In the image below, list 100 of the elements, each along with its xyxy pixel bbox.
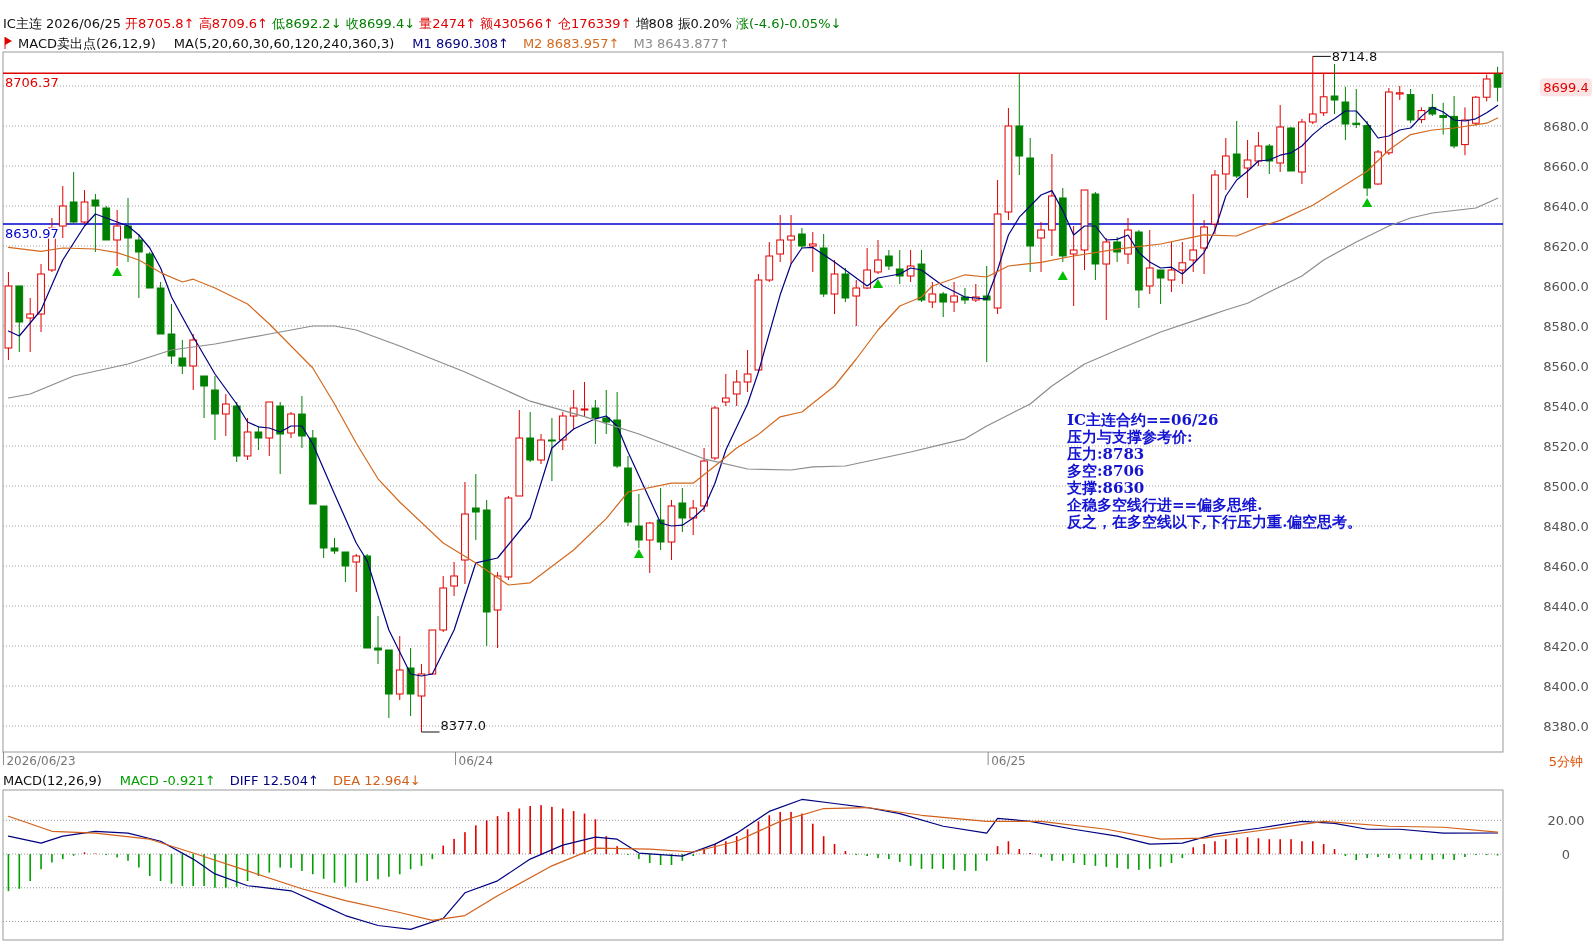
candlestick [91, 193, 100, 253]
candlestick [928, 281, 937, 309]
annotation: 8714.8 [1331, 49, 1378, 65]
text: M2 8683.957↑ [522, 36, 620, 51]
candlestick [124, 197, 132, 263]
candlestick [950, 281, 958, 313]
candlestick [243, 417, 252, 461]
y-tick-label: 8660.0 [1543, 158, 1589, 174]
candlestick [678, 487, 687, 533]
point [1362, 198, 1373, 207]
candlestick [80, 189, 89, 225]
point [873, 279, 883, 288]
candlestick [1156, 269, 1165, 305]
candlestick [874, 239, 882, 275]
candlestick [885, 249, 893, 271]
annotation: 多空:8706 [1067, 462, 1145, 480]
candlestick [906, 249, 915, 283]
y-tick-label: 8400.0 [1543, 678, 1589, 694]
candlestick [298, 395, 306, 449]
annotation: 反之，在多空线以下,下行压力重.偏空思考。 [1066, 513, 1363, 531]
candlestick [1330, 63, 1339, 115]
y-tick-label: 8520.0 [1543, 438, 1589, 454]
candlestick [743, 349, 752, 393]
y-tick-label: 8580.0 [1543, 318, 1589, 334]
chart-title: MACD(12,26,9) [3, 773, 102, 788]
candlestick [471, 473, 480, 541]
candlestick [26, 297, 35, 353]
candlestick [200, 375, 208, 419]
y-tick-label: 8640.0 [1543, 198, 1589, 214]
candlestick [211, 375, 219, 441]
candlestick [645, 521, 654, 574]
candlestick [287, 411, 295, 439]
candlestick [352, 553, 361, 593]
annotation: 压力与支撑参考价: [1066, 428, 1193, 446]
candlestick [787, 214, 795, 265]
candlestick [221, 393, 230, 437]
point [633, 549, 644, 558]
text: M3 8643.877↑ [633, 36, 730, 51]
y-tick-label: 0 [1561, 846, 1571, 862]
candlestick [1439, 102, 1448, 136]
y-tick-label: 8600.0 [1543, 278, 1589, 294]
candlestick [417, 663, 426, 733]
annotation: 支撑:8630 [1066, 479, 1145, 497]
candlestick [558, 411, 567, 451]
candlestick [526, 411, 535, 463]
candlestick [808, 231, 817, 273]
candlestick [113, 209, 121, 267]
candlestick [1243, 139, 1252, 199]
text: DIFF 12.504↑ [229, 773, 319, 788]
text: 8699.4 [1543, 80, 1589, 96]
candlestick [721, 373, 730, 407]
x-tick-label: 06/25 [991, 754, 1026, 768]
candlestick [982, 265, 991, 363]
y-tick-label: 8460.0 [1543, 558, 1589, 574]
candlestick [776, 214, 785, 263]
y-tick-label: 8620.0 [1543, 238, 1589, 254]
candlestick [939, 291, 948, 318]
line-series [7, 117, 1499, 586]
point [112, 267, 123, 276]
candlestick [841, 267, 850, 303]
candlestick [1341, 86, 1350, 141]
candlestick [548, 417, 556, 482]
candlestick [254, 425, 263, 451]
candlestick [1178, 241, 1187, 285]
candlestick [58, 185, 67, 239]
candlestick [635, 493, 643, 549]
candlestick [178, 339, 187, 375]
candlestick [1145, 229, 1154, 295]
candlestick [852, 279, 861, 327]
candlestick [580, 381, 589, 417]
x-axis-title: 5分钟 [1548, 754, 1584, 769]
ref-line-label: 8706.37 [5, 75, 59, 91]
candlestick [1265, 143, 1274, 175]
y-tick-label: 8540.0 [1543, 398, 1589, 414]
candlestick [1232, 120, 1241, 179]
y-tick-label: 8420.0 [1543, 638, 1589, 654]
candlestick [167, 303, 176, 365]
chart-subtitle: MACD卖出点(26,12,9) MA(5,20,60,30,60,120,240,360,3) [18, 36, 395, 51]
y-tick-label: 8560.0 [1543, 358, 1589, 374]
candlestick [1037, 221, 1045, 273]
point [1057, 271, 1068, 280]
candlestick [569, 389, 578, 431]
candlestick [395, 635, 404, 701]
candlestick [1102, 237, 1111, 321]
candlestick [1167, 241, 1176, 293]
annotation: 8377.0 [440, 718, 486, 733]
candlestick [1189, 193, 1198, 273]
candlestick [602, 389, 611, 435]
text: MACD -0.921↑ [119, 773, 216, 788]
candlestick [656, 487, 665, 551]
y-tick-label: 8480.0 [1543, 518, 1589, 534]
y-tick-label: 8380.0 [1543, 718, 1589, 734]
candlestick [732, 369, 741, 407]
text: M1 8690.308↑ [412, 36, 509, 51]
candlestick [1254, 131, 1263, 167]
candlestick [830, 259, 839, 315]
chart-title: IC主连 2026/06/25 开8705.8↑ 高8709.6↑ 低8692.2↓ 收8699.4↓ 量2474↑ 额430566↑ 仓176339↑ 增808 振0.20% 涨(-4.6)-0.05%↓ [3, 16, 842, 31]
x-tick-label: 2026/06/23 [6, 754, 76, 768]
text: DEA 12.964↓ [332, 773, 421, 788]
candlestick [1200, 219, 1208, 275]
